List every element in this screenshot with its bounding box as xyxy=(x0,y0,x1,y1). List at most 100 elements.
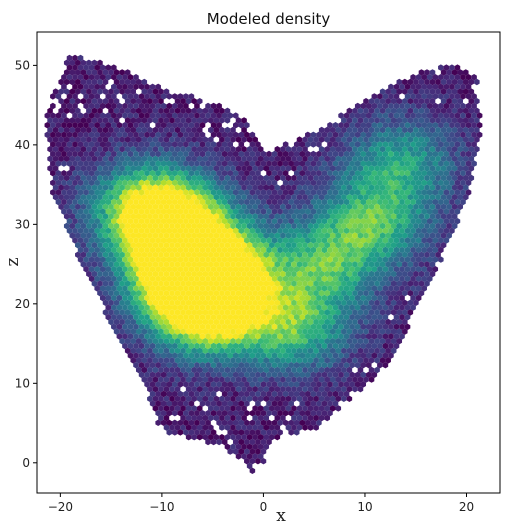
hexbin-cell xyxy=(324,347,330,354)
hexbin-cell xyxy=(413,299,419,306)
hexbin-cell xyxy=(224,318,231,326)
hexbin-cell xyxy=(371,179,378,186)
hexbin-cell xyxy=(188,429,195,436)
hexbin-cell xyxy=(271,237,278,244)
hexbin-cell xyxy=(471,150,477,158)
hexbin-cell xyxy=(135,280,142,287)
hexbin-cell xyxy=(219,165,225,172)
hexbin-cell xyxy=(454,198,461,206)
hexbin-cell xyxy=(390,107,397,114)
hexbin-cell xyxy=(124,242,131,249)
hexbin-cell xyxy=(127,141,134,148)
hexbin-cell xyxy=(238,275,245,282)
hexbin-cell xyxy=(246,395,253,402)
hexbin-cell xyxy=(352,270,358,278)
hexbin-cell xyxy=(196,434,203,441)
hexbin-cell xyxy=(55,93,62,100)
hexbin-cell xyxy=(130,136,136,143)
hexbin-cell xyxy=(346,194,353,201)
hexbin-cell xyxy=(221,294,228,302)
hexbin-cell xyxy=(302,146,308,153)
hexbin-cell xyxy=(343,362,350,369)
hexbin-cell xyxy=(149,179,156,186)
hexbin-cell xyxy=(241,414,247,422)
hexbin-cell xyxy=(205,141,211,148)
hexbin-cell xyxy=(260,381,267,388)
hexbin-cell xyxy=(388,266,394,273)
hexbin-cell xyxy=(277,198,283,206)
hexbin-cell xyxy=(321,371,328,378)
hexbin-cell xyxy=(86,270,92,278)
hexbin-cell xyxy=(144,150,150,158)
hexbin-cell xyxy=(63,222,70,230)
hexbin-cell xyxy=(66,179,73,186)
hexbin-cell xyxy=(349,266,355,273)
hexbin-cell xyxy=(232,256,239,263)
hexbin-cell xyxy=(263,213,270,220)
hexbin-cell xyxy=(163,242,170,249)
hexbin-cell xyxy=(341,165,347,172)
y-tick-label: 40 xyxy=(15,138,30,152)
hexbin-cell xyxy=(260,333,267,340)
hexbin-cell xyxy=(183,179,189,186)
hexbin-cell xyxy=(180,366,186,374)
hexbin-cell xyxy=(224,405,231,412)
hexbin-cell xyxy=(216,170,222,177)
hexbin-cell xyxy=(172,266,178,273)
hexbin-cell xyxy=(443,131,450,138)
hexbin-cell xyxy=(299,160,306,167)
hexbin-cell xyxy=(158,107,164,114)
hexbin-cell xyxy=(111,314,117,321)
hexbin-cell xyxy=(352,107,358,114)
hexbin-cell xyxy=(191,270,197,278)
hexbin-cell xyxy=(404,160,411,167)
hexbin-cell xyxy=(213,165,220,172)
hexbin-cell xyxy=(133,93,139,100)
hexbin-cell xyxy=(144,131,150,138)
hexbin-cell xyxy=(166,333,173,340)
hexbin-cell xyxy=(202,146,209,153)
hexbin-cell xyxy=(302,338,308,345)
hexbin-cell xyxy=(291,232,297,239)
hexbin-cell xyxy=(75,184,81,191)
hexbin-cell xyxy=(246,366,253,374)
hexbin-cell xyxy=(349,122,355,129)
hexbin-cell xyxy=(424,98,430,105)
hexbin-cell xyxy=(174,107,181,114)
hexbin-cell xyxy=(158,386,164,393)
hexbin-cell xyxy=(393,198,400,206)
hexbin-cell xyxy=(235,434,242,441)
hexbin-cell xyxy=(396,78,403,86)
hexbin-cell xyxy=(371,304,378,311)
hexbin-cell xyxy=(324,405,330,412)
hexbin-cell xyxy=(152,174,159,182)
hexbin-cell xyxy=(302,174,308,182)
hexbin-cell xyxy=(147,318,153,326)
hexbin-cell xyxy=(194,150,200,158)
hexbin-cell xyxy=(421,208,427,215)
hexbin-cell xyxy=(418,290,425,297)
hexbin-cell xyxy=(341,386,347,393)
hexbin-cell xyxy=(219,376,225,383)
hexbin-cell xyxy=(227,390,233,398)
hexbin-cell xyxy=(257,434,264,441)
hexbin-cell xyxy=(224,357,231,364)
hexbin-cell xyxy=(335,213,342,220)
hexbin-cell xyxy=(252,395,258,402)
hexbin-cell xyxy=(377,304,383,311)
hexbin-cell xyxy=(188,352,195,359)
hexbin-cell xyxy=(135,213,142,220)
hexbin-cell xyxy=(293,227,300,234)
hexbin-cell xyxy=(332,141,339,148)
hexbin-cell xyxy=(266,160,272,167)
hexbin-cell xyxy=(99,208,106,215)
hexbin-cell xyxy=(385,328,391,335)
hexbin-cell xyxy=(77,83,84,90)
hexbin-cell xyxy=(122,189,128,196)
hexbin-cell xyxy=(80,203,87,210)
hexbin-cell xyxy=(166,400,173,407)
hexbin-cell xyxy=(63,213,70,220)
hexbin-cell xyxy=(440,174,447,182)
